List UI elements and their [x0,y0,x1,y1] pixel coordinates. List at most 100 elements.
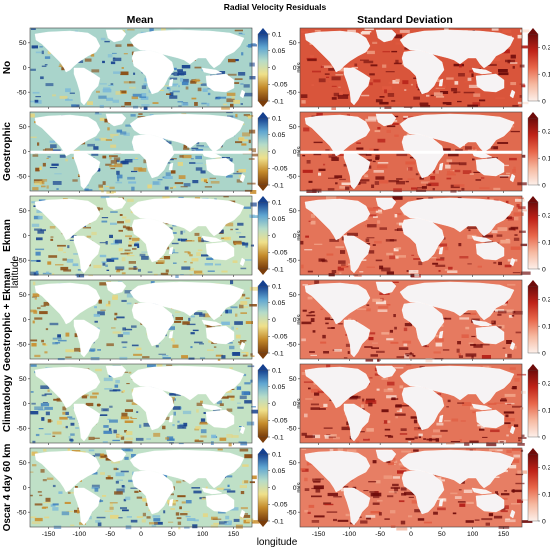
colorbar-tick-label: 0.1 [272,115,282,122]
colorbar-tick-label: 0.05 [272,300,285,307]
figure-title: Radial Velocity Residuals [224,2,327,12]
colorbar-tick-label: 0.05 [272,48,285,55]
mean-panel-6: 50 0 -50 -150 -100 -50 0 50 100 150 [17,447,260,538]
colorbar-extend-bottom [258,437,268,443]
mean-colorbar-4: 0.1 0.05 0 -0.05 -0.1 m/s [257,280,303,359]
colorbar-extend-top [258,280,268,286]
colorbar-tick-label: 0 [272,149,276,156]
y-tick-label: 50 [19,460,27,467]
y-tick-label: 0 [23,65,27,72]
y-tick-label: 50 [19,40,27,47]
mean-panel-4: 50 0 -50 [17,279,259,361]
colorbar-extend-top [258,196,268,202]
colorbar-tick-label: -0.05 [272,334,288,341]
colorbar-tick-label: -0.1 [272,266,284,273]
column-title-mean: Mean [127,14,154,26]
mean-colorbar-6: 0.1 0.05 0 -0.05 -0.1 m/s [257,448,303,527]
colorbar-tick-label: 0 [542,266,546,273]
colorbar-tick-label: 0.2 [542,213,550,220]
std-colorbar-6: 0.20.10m/s [527,448,550,525]
mean-colorbar-3: 0.1 0.05 0 -0.05 -0.1 m/s [257,196,303,275]
colorbar-unit: m/s [296,482,303,493]
colorbar-tick-label: -0.1 [272,350,284,357]
x-axis-label: longitude [257,537,298,548]
x-tick-label: -150 [312,531,326,538]
colorbar-tick-label: 0.2 [542,129,550,136]
colorbar-bar [257,369,269,438]
colorbar-extend-top [528,196,538,202]
x-tick-label: -50 [375,531,385,538]
x-tick-label: 150 [228,531,240,538]
colorbar-tick-label: -0.05 [272,166,288,173]
colorbar-extend-top [258,448,268,454]
y-tick-label: -50 [17,341,27,348]
colorbar-tick-label: -0.05 [272,502,288,509]
row-label: Oscar 4 day 60 km [2,443,13,531]
colorbar-extend-bottom [258,353,268,359]
y-tick-label: 0 [23,485,27,492]
y-tick-label: 50 [289,208,297,215]
colorbar-tick-label: -0.1 [272,518,284,525]
mean-panel-1: 50 0 -50 [17,27,257,110]
colorbar-tick-label: 0 [272,317,276,324]
mean-colorbar-2: 0.1 0.05 0 -0.05 -0.1 m/s [257,112,303,191]
mean-colorbar-5: 0.1 0.05 0 -0.05 -0.1 m/s [257,364,303,443]
y-tick-label: -50 [17,425,27,432]
colorbar-unit: m/s [296,314,303,325]
colorbar-extend-top [258,364,268,370]
row-label: Geostrophic [2,122,13,181]
colorbar-bar [527,201,539,270]
colorbar-tick-label: -0.1 [272,182,284,189]
colorbar-extend-top [258,112,268,118]
colorbar-tick-label: 0.2 [542,297,550,304]
colorbar-tick-label: 0.1 [272,31,282,38]
colorbar-tick-label: 0.05 [272,468,285,475]
y-tick-label: -50 [287,509,297,516]
colorbar-extend-top [528,364,538,370]
std-colorbar-3: 0.20.10m/s [527,196,550,273]
colorbar-unit: m/s [296,230,303,241]
y-tick-label: -50 [287,425,297,432]
panel-grid: 500-500.10.050-0.05-0.1m/s500-500.20.10m… [2,27,550,538]
colorbar-tick-label: 0 [272,233,276,240]
std-panel-2: 50 0 -50 [287,111,527,193]
colorbar-tick-label: 0 [542,98,546,105]
colorbar-tick-label: 0.1 [542,72,550,79]
y-tick-label: 0 [293,233,297,240]
x-tick-label: -50 [105,531,115,538]
colorbar-bar [527,453,539,522]
colorbar-tick-label: 0 [542,350,546,357]
x-tick-label: -100 [73,531,87,538]
x-tick-label: -150 [42,531,56,538]
colorbar-tick-label: 0.1 [542,408,550,415]
y-tick-label: -50 [287,341,297,348]
std-panel-3: 50 0 -50 [287,195,531,278]
y-tick-label: 0 [293,401,297,408]
y-tick-label: -50 [17,89,27,96]
std-panel-6: 50 0 -50 -150 -100 -50 0 50 100 150 [287,447,533,538]
y-tick-label: -50 [17,257,27,264]
row-label: No [2,61,13,74]
colorbar-extend-bottom [258,521,268,527]
colorbar-unit: m/s [296,62,303,73]
x-tick-label: 100 [197,531,209,538]
colorbar-tick-label: -0.05 [272,250,288,257]
y-tick-label: 0 [293,317,297,324]
colorbar-tick-label: 0.2 [542,45,550,52]
y-tick-label: -50 [17,173,27,180]
colorbar-tick-label: 0.1 [272,367,282,374]
y-tick-label: 50 [19,124,27,131]
colorbar-tick-label: 0.1 [272,283,282,290]
colorbar-bar [257,201,269,270]
colorbar-tick-label: 0.1 [542,156,550,163]
std-panel-1: 50 0 -50 [287,27,530,110]
y-tick-label: 0 [293,65,297,72]
colorbar-bar [257,33,269,102]
y-tick-label: 0 [293,149,297,156]
column-title-std: Standard Deviation [357,14,453,26]
std-colorbar-2: 0.20.10m/s [527,112,550,189]
y-tick-label: -50 [17,509,27,516]
colorbar-tick-label: -0.05 [272,82,288,89]
colorbar-tick-label: 0.1 [272,199,282,206]
